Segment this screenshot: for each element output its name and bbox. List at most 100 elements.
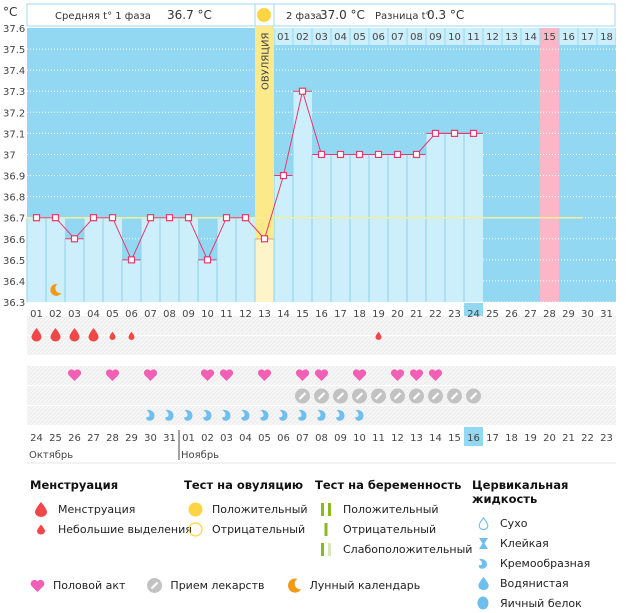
- cycle-day-label: 06: [125, 309, 138, 320]
- legend-item: Лунный календарь: [309, 579, 421, 592]
- cycle-day-label: 05: [106, 309, 119, 320]
- phase2-day-cell: [502, 28, 521, 45]
- creamy-icon: [241, 409, 250, 421]
- phase2-day-label: 15: [543, 32, 556, 43]
- calendar-date-label: 02: [201, 433, 214, 444]
- phase2-day-cell: [578, 28, 597, 45]
- month-label: Ноябрь: [181, 450, 219, 461]
- legend-cervical: Цервикальная жидкость Сухо Клейкая Кремо…: [472, 478, 626, 613]
- legend-item: Кремообразная: [500, 556, 591, 570]
- y-tick-label: 37.5: [3, 45, 25, 56]
- calendar-date-label: 08: [315, 433, 328, 444]
- temperature-point: [393, 150, 402, 159]
- phase2-day-label: 08: [410, 32, 423, 43]
- dry-icon: [472, 516, 494, 530]
- y-tick-label: 37: [3, 150, 16, 161]
- pregnancy-positive-icon: [315, 502, 337, 516]
- phase2-day-cell: [540, 28, 559, 45]
- phase2-day-cell: [521, 28, 540, 45]
- blood-drop-icon: [50, 328, 61, 342]
- y-tick-label: 37.1: [3, 129, 25, 140]
- calendar-date-label: 16: [467, 433, 480, 444]
- pill-stripe: [298, 392, 307, 400]
- heart-icon: [143, 369, 158, 381]
- temperature-bar: [27, 217, 46, 302]
- y-tick-label: 36.3: [3, 298, 25, 309]
- cycle-day-label: 01: [30, 309, 43, 320]
- phase2-day-label: 13: [505, 32, 518, 43]
- cycle-day-label: 25: [486, 309, 499, 320]
- sun-icon: [257, 8, 271, 22]
- temperature-point: [469, 129, 478, 137]
- cycle-day-label: 23: [448, 309, 461, 320]
- temperature-point: [32, 214, 41, 222]
- y-tick-label: 36.8: [3, 193, 25, 204]
- phase2-day-label: 07: [391, 32, 404, 43]
- legend-menstruation: Менструация Менструация Небольшие выделе…: [30, 478, 192, 539]
- calendar-date-label: 01: [182, 433, 195, 444]
- legend-item: Отрицательный: [343, 522, 437, 536]
- temperature-bar: [350, 154, 369, 302]
- calendar-date-label: 15: [448, 433, 461, 444]
- legend-item: Положительный: [212, 502, 308, 516]
- cycle-day-label: 16: [315, 309, 328, 320]
- calendar-date-label: 20: [543, 433, 556, 444]
- phase2-day-label: 10: [448, 32, 461, 43]
- temperature-bar: [388, 154, 407, 302]
- cycle-day-label: 31: [600, 309, 613, 320]
- calendar-date-label: 06: [277, 433, 290, 444]
- calendar-date-label: 31: [163, 433, 176, 444]
- temperature-point: [89, 214, 98, 222]
- ovulation-negative-icon: [184, 521, 206, 537]
- watery-icon: [472, 576, 494, 590]
- phase2-day-cell: [483, 28, 502, 45]
- pill-stripe: [412, 392, 421, 400]
- cycle-day-label: 24: [467, 309, 480, 320]
- cycle-day-label: 21: [410, 309, 423, 320]
- temperature-bar: [103, 217, 122, 302]
- temperature-point: [374, 150, 383, 159]
- phase2-day-cell: [445, 28, 464, 45]
- calendar-date-label: 13: [410, 433, 423, 444]
- phase2-day-label: 01: [277, 32, 290, 43]
- creamy-icon: [355, 409, 364, 421]
- cycle-day-label: 17: [334, 309, 347, 320]
- marker-row: [27, 316, 616, 335]
- temperature-point: [127, 256, 136, 264]
- legend-item: Половой акт: [53, 579, 126, 592]
- cycle-day-label: 20: [391, 309, 404, 320]
- marker-row: [27, 336, 616, 355]
- temperature-bar: [407, 154, 426, 302]
- temperature-bar: [65, 238, 84, 302]
- phase2-day-label: 11: [467, 32, 480, 43]
- today-pointer-icon: [470, 447, 477, 450]
- cycle-day-label: 18: [353, 309, 366, 320]
- y-unit-label: °C: [3, 5, 17, 19]
- calendar-date-label: 09: [334, 433, 347, 444]
- calendar-date-label: 19: [524, 433, 537, 444]
- temperature-bar: [369, 154, 388, 302]
- small-blood-drop-icon: [109, 331, 116, 340]
- creamy-icon: [336, 409, 345, 421]
- phase2-day-label: 02: [296, 32, 309, 43]
- phase2-day-label: 04: [334, 32, 347, 43]
- calendar-date-label: 27: [87, 433, 100, 444]
- creamy-icon: [472, 557, 494, 570]
- heart-icon: [390, 369, 405, 381]
- heart-icon: [200, 369, 215, 381]
- legend-item: Отрицательный: [212, 522, 306, 536]
- creamy-icon: [317, 409, 326, 421]
- phase2-day-cell: [407, 28, 426, 45]
- phase2-day-label: 18: [600, 32, 613, 43]
- creamy-icon: [184, 409, 193, 421]
- y-tick-label: 36.6: [3, 235, 25, 246]
- temperature-bar: [179, 217, 198, 302]
- phase2-day-cell: [312, 28, 331, 45]
- ovulation-column: [255, 26, 274, 239]
- y-tick-label: 36.9: [3, 172, 25, 183]
- calendar-date-label: 17: [486, 433, 499, 444]
- heart-icon: [67, 369, 82, 381]
- pregnancy-negative-icon: [315, 522, 337, 536]
- legend-title-pregnancy-test: Тест на беременность: [315, 478, 462, 492]
- temperature-point: [222, 214, 231, 222]
